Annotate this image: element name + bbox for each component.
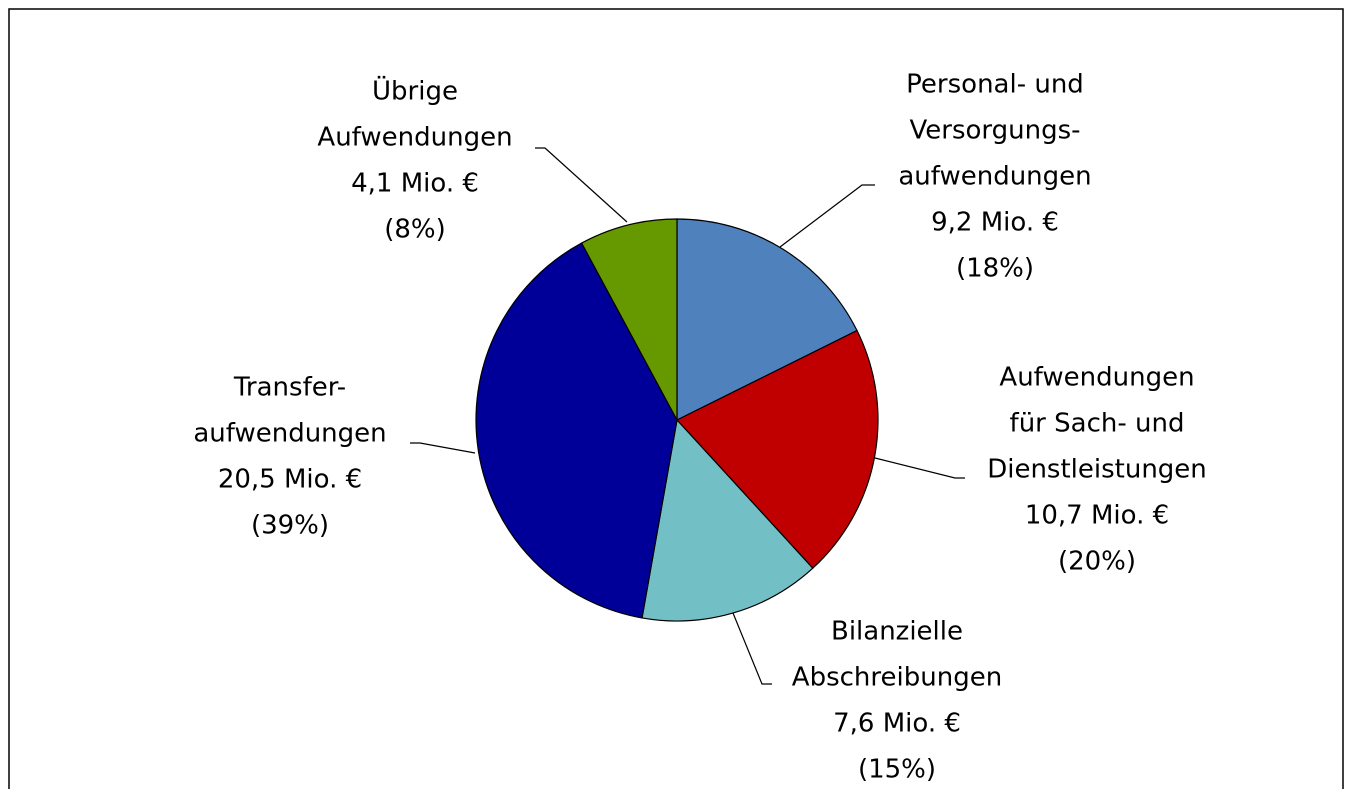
percent-label: (20%) xyxy=(1058,547,1136,577)
slice-label: Versorgungs- xyxy=(909,116,1080,146)
pie-slice xyxy=(676,218,858,421)
pie-slice xyxy=(676,329,879,570)
percent-label: (18%) xyxy=(956,254,1034,284)
percent-label: (8%) xyxy=(384,215,446,245)
value-label: 4,1 Mio. € xyxy=(351,169,479,199)
slice-label: Abschreibungen xyxy=(792,663,1002,693)
slice-label: aufwendungen xyxy=(898,162,1091,192)
slice-label: aufwendungen xyxy=(193,419,386,449)
leader-line xyxy=(874,457,965,479)
leader-line xyxy=(779,184,875,248)
value-label: 7,6 Mio. € xyxy=(833,709,961,739)
slice-label: Personal- und xyxy=(906,70,1084,100)
leader-line xyxy=(410,442,476,454)
value-label: 10,7 Mio. € xyxy=(1025,501,1169,531)
slice-label: Bilanzielle xyxy=(831,617,963,647)
slice-label: Aufwendungen xyxy=(317,123,512,153)
slice-label: Übrige xyxy=(372,75,458,107)
slice-label: Transfer- xyxy=(233,373,346,403)
leader-line xyxy=(535,147,628,223)
percent-label: (39%) xyxy=(251,511,329,541)
pie-slice xyxy=(580,218,678,421)
percent-label: (15%) xyxy=(858,755,936,785)
value-label: 20,5 Mio. € xyxy=(218,465,362,495)
slice-label: Aufwendungen xyxy=(999,363,1194,393)
slice-label: für Sach- und xyxy=(1010,409,1185,439)
slice-label: Dienstleistungen xyxy=(987,455,1207,485)
value-label: 9,2 Mio. € xyxy=(931,208,1059,238)
leader-line xyxy=(732,612,772,685)
pie-slice xyxy=(475,242,678,619)
